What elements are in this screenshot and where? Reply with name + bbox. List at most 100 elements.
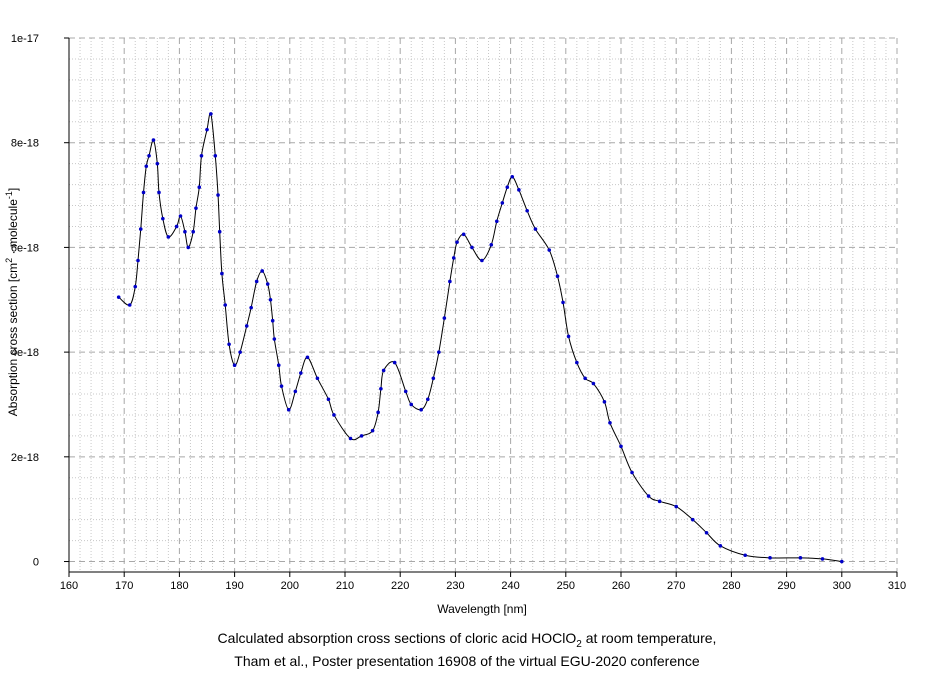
data-point xyxy=(718,544,723,548)
x-axis-ticks: 160 170 180 190 200 210 220 230 240 250 260 270 280 2… xyxy=(60,572,906,592)
data-point xyxy=(127,303,132,307)
y-axis-title-part: · molecule xyxy=(6,199,20,258)
data-point xyxy=(223,303,228,307)
caption-text: at room temperature, xyxy=(581,630,717,646)
x-tick-label: 180 xyxy=(170,580,188,592)
data-point xyxy=(213,153,218,158)
data-point xyxy=(442,316,447,320)
data-point xyxy=(254,279,259,284)
y-axis-ticks: 0 2e-18 4e-18 6e-18 8e-18 1e-17 xyxy=(11,33,69,569)
data-point xyxy=(155,161,160,166)
x-tick-label: 260 xyxy=(612,580,630,592)
caption-subscript: 2 xyxy=(576,638,582,650)
x-tick-label: 160 xyxy=(60,580,78,592)
data-point xyxy=(690,517,695,522)
data-point xyxy=(419,407,423,412)
data-point xyxy=(217,229,222,234)
data-point xyxy=(136,258,140,263)
data-point xyxy=(505,185,510,190)
x-tick-label: 300 xyxy=(833,580,851,592)
data-point xyxy=(533,227,538,231)
data-point xyxy=(437,350,441,354)
data-point xyxy=(403,389,408,394)
data-point xyxy=(183,229,187,234)
data-point xyxy=(157,190,161,195)
data-point xyxy=(409,402,414,407)
data-point xyxy=(561,300,565,305)
data-point xyxy=(299,371,303,375)
data-point xyxy=(147,153,151,158)
data-point xyxy=(161,216,165,221)
data-point xyxy=(451,256,456,260)
data-point xyxy=(743,553,747,558)
data-point xyxy=(674,504,678,509)
data-point xyxy=(272,337,277,341)
data-point xyxy=(348,436,353,441)
data-point xyxy=(798,556,803,560)
data-point xyxy=(602,400,607,404)
data-point xyxy=(583,376,587,381)
x-tick-label: 280 xyxy=(722,580,740,592)
y-tick-label: 0 xyxy=(33,557,39,569)
data-point xyxy=(197,185,202,190)
data-point xyxy=(265,282,270,286)
data-point xyxy=(141,190,146,195)
data-point xyxy=(326,397,331,402)
data-point xyxy=(495,219,499,224)
y-axis-title-part: ] xyxy=(6,188,20,191)
series-line xyxy=(118,112,842,563)
x-tick-label: 170 xyxy=(115,580,133,592)
series-markers xyxy=(116,112,844,564)
data-point xyxy=(249,305,253,310)
y-tick-label: 6e-18 xyxy=(11,242,39,254)
x-tick-label: 290 xyxy=(777,580,795,592)
data-point xyxy=(461,232,466,237)
y-tick-label: 4e-18 xyxy=(11,347,39,359)
data-point xyxy=(178,214,183,218)
data-point xyxy=(630,470,634,475)
data-point xyxy=(116,295,121,299)
data-point xyxy=(840,559,844,564)
data-point xyxy=(820,557,825,561)
data-point xyxy=(232,363,237,368)
data-point xyxy=(238,350,242,354)
data-point xyxy=(209,112,213,116)
data-point xyxy=(510,174,515,179)
data-point xyxy=(276,363,281,368)
data-point xyxy=(619,444,623,449)
data-point xyxy=(138,227,143,231)
data-point xyxy=(547,248,552,252)
data-point xyxy=(575,360,579,365)
data-point xyxy=(566,334,571,339)
y-axis-title-sup: -1 xyxy=(4,191,14,199)
axes xyxy=(68,38,897,573)
data-point xyxy=(133,284,138,289)
data-point xyxy=(260,269,265,273)
data-point xyxy=(186,245,191,250)
x-tick-label: 210 xyxy=(336,580,354,592)
x-tick-label: 220 xyxy=(391,580,409,592)
data-point xyxy=(489,242,494,247)
y-axis-title: Absorption cross section [cm2 · molecule… xyxy=(4,188,20,416)
data-point xyxy=(315,376,320,381)
data-point xyxy=(191,229,195,234)
y-tick-label: 8e-18 xyxy=(11,138,39,150)
data-point xyxy=(500,201,505,205)
data-point xyxy=(370,428,375,433)
data-point xyxy=(151,138,156,142)
data-point xyxy=(174,224,179,229)
data-point xyxy=(205,127,209,132)
x-tick-label: 310 xyxy=(888,580,906,592)
y-tick-label: 1e-17 xyxy=(11,33,39,45)
data-point xyxy=(517,188,521,192)
x-tick-label: 250 xyxy=(557,580,575,592)
data-point xyxy=(555,274,560,279)
y-tick-label: 2e-18 xyxy=(11,452,39,464)
data-point xyxy=(268,297,273,302)
data-point xyxy=(657,499,662,504)
x-tick-label: 270 xyxy=(667,580,685,592)
caption-line-2: Tham et al., Poster presentation 16908 o… xyxy=(234,653,700,669)
data-point xyxy=(381,368,386,373)
caption-text: Calculated absorption cross sections of … xyxy=(217,630,577,646)
